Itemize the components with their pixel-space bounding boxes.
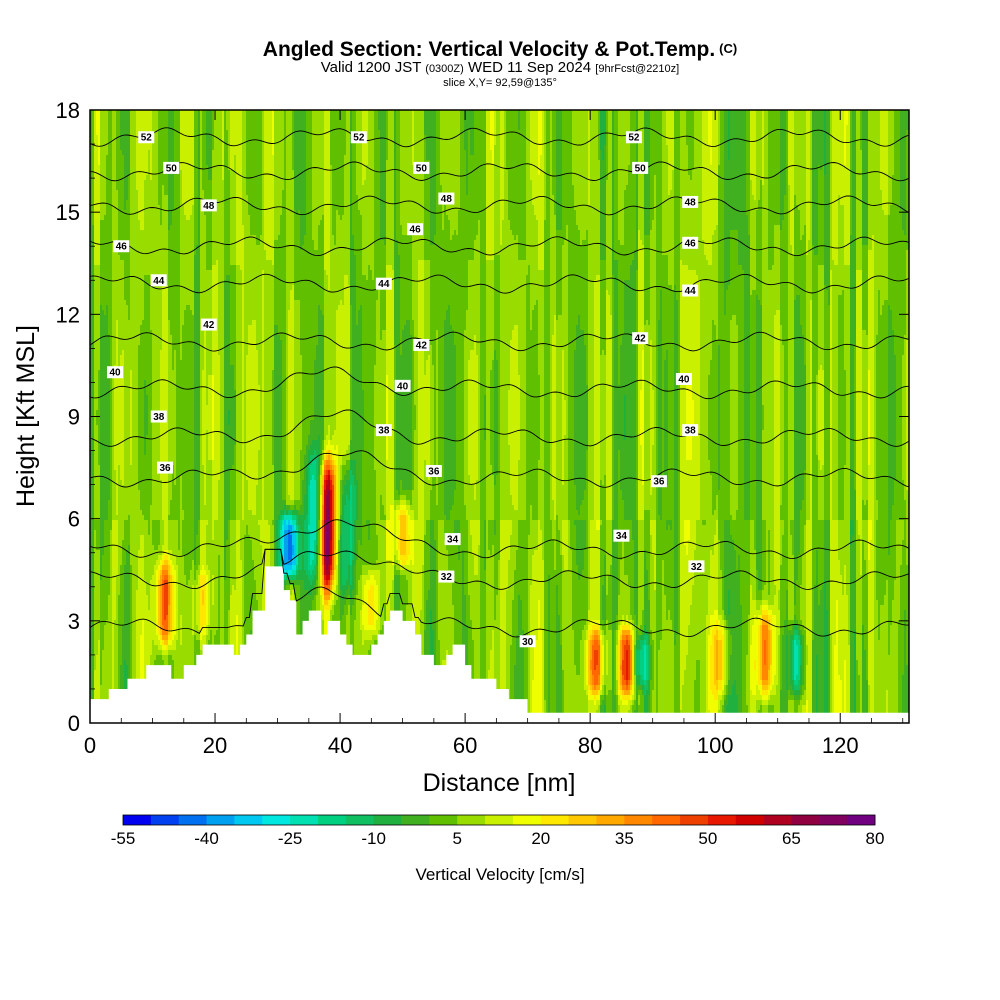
cross-section-chart: 52 52 5250 50 504848 4846464644 44444242424040… [0,0,1000,1000]
